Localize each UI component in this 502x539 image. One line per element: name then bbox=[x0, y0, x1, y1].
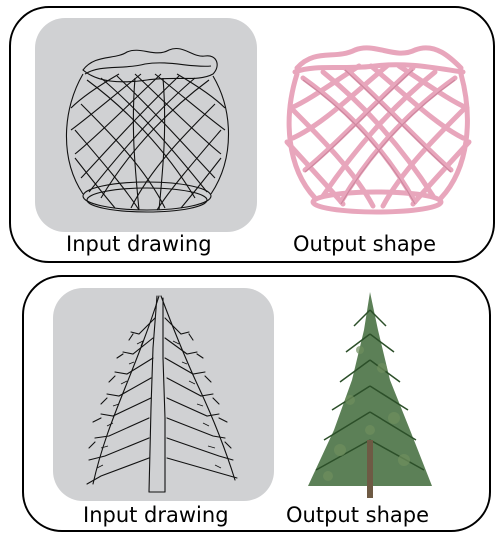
tree-input-drawing bbox=[86, 295, 238, 493]
basket-input-caption: Input drawing bbox=[66, 232, 212, 256]
basket-output-shape bbox=[284, 45, 472, 215]
basket-input-drawing bbox=[65, 48, 230, 213]
basket-output-caption: Output shape bbox=[293, 232, 436, 256]
tree-input-caption: Input drawing bbox=[83, 503, 229, 527]
tree-output-caption: Output shape bbox=[286, 503, 429, 527]
tree-output-shape bbox=[308, 292, 432, 498]
